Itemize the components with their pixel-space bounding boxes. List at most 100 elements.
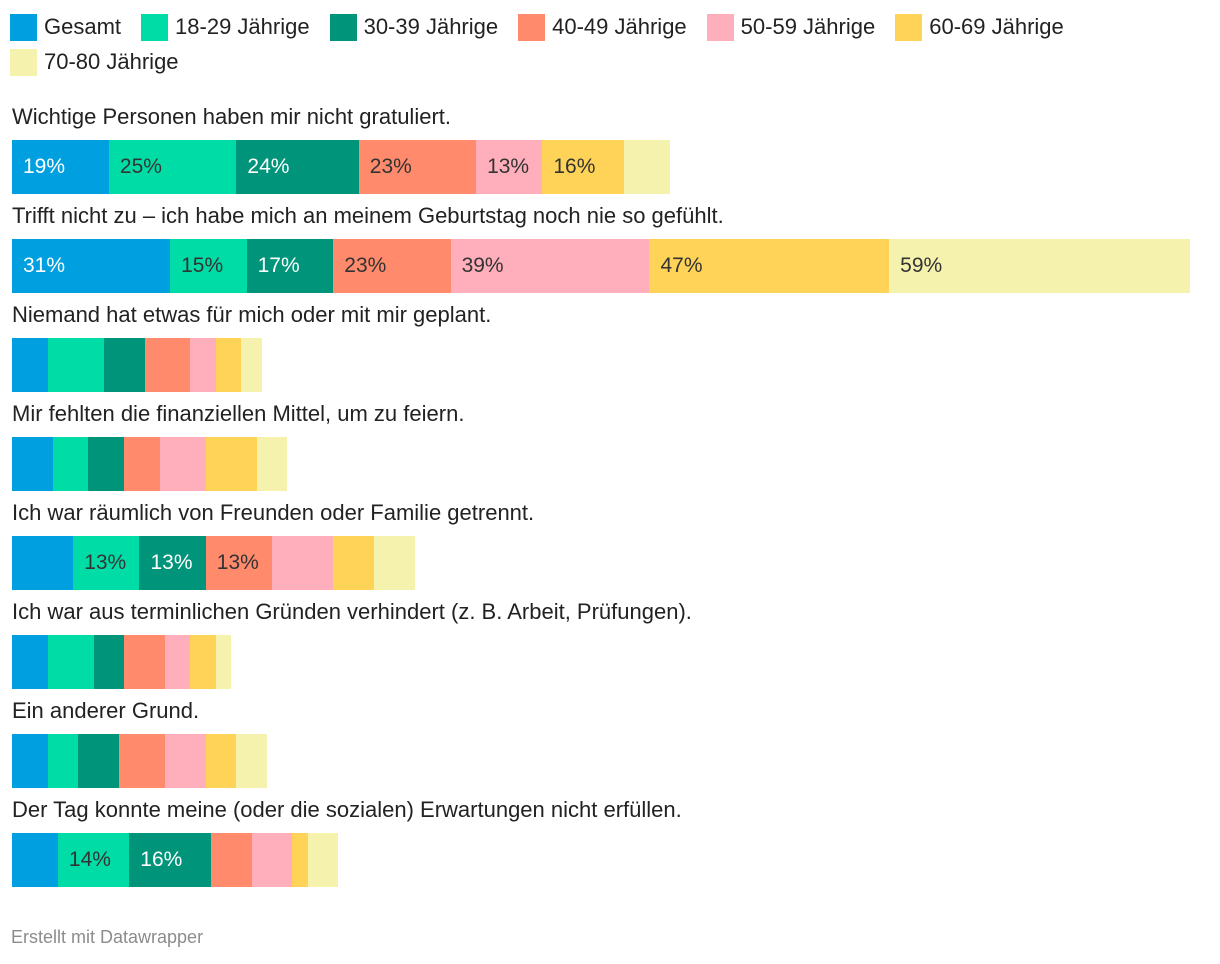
bar-segment: [205, 437, 257, 491]
bar-segment: [124, 635, 165, 689]
bar-segment: [241, 338, 262, 392]
bar-segment: [190, 635, 216, 689]
bar-segment: 31%: [12, 239, 171, 293]
legend-item: 50-59 Jährige: [706, 13, 875, 41]
bar-segment: [236, 734, 267, 788]
bar-segment: 13%: [139, 536, 206, 590]
category-label: Der Tag konnte meine (oder die sozialen)…: [12, 797, 682, 822]
bar-segment: [12, 833, 58, 887]
bar-segment: [164, 635, 191, 689]
bar-segment: 13%: [476, 140, 543, 194]
data-label: 23%: [344, 254, 387, 277]
legend-item: 60-69 Jährige: [895, 13, 1064, 41]
legend-label: 60-69 Jährige: [929, 14, 1064, 39]
bar-segment: 13%: [205, 536, 273, 590]
legend-item: 18-29 Jährige: [141, 13, 310, 41]
stacked-bar: 13% 13% 13%: [12, 536, 415, 590]
bar-segment: 13%: [73, 536, 140, 590]
category-label: Ein anderer Grund.: [12, 698, 200, 723]
data-label: 59%: [900, 254, 943, 277]
bar-segment: 23%: [358, 140, 477, 194]
bar-segment: 24%: [236, 140, 359, 194]
bar-segment: 25%: [108, 140, 237, 194]
bar-segment: [12, 635, 48, 689]
legend-item: 40-49 Jährige: [518, 13, 687, 41]
bar-segment: [272, 536, 334, 590]
data-label: 47%: [660, 254, 703, 277]
data-label: 14%: [68, 848, 111, 871]
bar-segment: [159, 437, 206, 491]
bar-segment: [251, 833, 293, 887]
bar-segment: 15%: [170, 239, 247, 293]
legend-swatch: [141, 13, 169, 41]
data-label: 24%: [247, 155, 290, 178]
bar-segment: [52, 437, 89, 491]
category-label: Mir fehlten die finanziellen Mittel, um …: [12, 401, 465, 426]
stacked-bar: [12, 338, 262, 392]
legend-swatch: [895, 13, 923, 41]
legend-label: 40-49 Jährige: [552, 14, 687, 39]
category-label: Wichtige Personen haben mir nicht gratul…: [12, 104, 451, 129]
category-label: Trifft nicht zu – ich habe mich an meine…: [12, 203, 724, 228]
bar-segment: [124, 437, 160, 491]
bar-segment: [93, 635, 125, 689]
stacked-bar: [12, 734, 267, 788]
data-label: 17%: [257, 254, 300, 277]
category-label: Ich war räumlich von Freunden oder Famil…: [12, 500, 535, 525]
data-label: 13%: [150, 551, 193, 574]
bar-segment: [623, 140, 670, 194]
bar-segment: 16%: [542, 140, 624, 194]
legend-item: 30-39 Jährige: [329, 13, 498, 41]
bar-segment: 23%: [333, 239, 451, 293]
bar-segment: [12, 734, 48, 788]
data-label: 13%: [84, 551, 127, 574]
stacked-bar: 14% 16%: [12, 833, 339, 887]
bar-segment: 59%: [889, 239, 1191, 293]
bar-segment: [12, 536, 74, 590]
bar-segment: [205, 734, 237, 788]
bar-segment: [103, 338, 145, 392]
data-label: 15%: [181, 254, 224, 277]
bar-segment: [215, 338, 242, 392]
stacked-bar: [12, 437, 288, 491]
bar-segment: [256, 437, 288, 491]
data-label: 16%: [140, 848, 183, 871]
bar-segment: 14%: [57, 833, 130, 887]
data-label: 16%: [553, 155, 596, 178]
bar-segment: [47, 734, 79, 788]
legend-item: 70-80 Jährige: [10, 48, 179, 76]
bar-segment: [164, 734, 206, 788]
legend-swatch: [518, 13, 546, 41]
bar-segment: 47%: [649, 239, 890, 293]
legend-swatch: [706, 13, 734, 41]
legend-label: Gesamt: [44, 14, 122, 39]
legend: Gesamt 18-29 Jährige 30-39 Jährige 40-49 Jä…: [10, 13, 1210, 76]
bar-segment: [307, 833, 339, 887]
stacked-bar: [12, 635, 232, 689]
stacked-bar: 19% 25% 24% 23% 13% 16%: [12, 140, 670, 194]
stacked-bar: 31% 15% 17% 23% 39% 47% 59%: [12, 239, 1191, 293]
legend-swatch: [10, 48, 37, 76]
bar-segment: [333, 536, 375, 590]
legend-item: Gesamt: [10, 13, 121, 41]
data-label: 31%: [23, 254, 66, 277]
legend-label: 70-80 Jährige: [44, 49, 179, 74]
bar-segment: [78, 734, 120, 788]
footer-credit: Erstellt mit Datawrapper: [11, 927, 204, 947]
bar-segment: [190, 338, 216, 392]
bar-segment: 17%: [246, 239, 334, 293]
bar-segment: [215, 635, 232, 689]
bar-segment: [88, 437, 125, 491]
bar-segment: [12, 338, 48, 392]
data-label: 19%: [23, 155, 66, 178]
data-label: 23%: [369, 155, 412, 178]
legend-label: 18-29 Jährige: [175, 14, 310, 39]
bar-segment: [292, 833, 308, 887]
bar-segment: [210, 833, 252, 887]
bar-segment: [374, 536, 415, 590]
legend-swatch: [329, 13, 357, 41]
category-label: Ich war aus terminlichen Gründen verhind…: [12, 599, 692, 624]
legend-swatch: [10, 13, 37, 41]
data-label: 25%: [119, 155, 162, 178]
bar-segment: [47, 338, 104, 392]
